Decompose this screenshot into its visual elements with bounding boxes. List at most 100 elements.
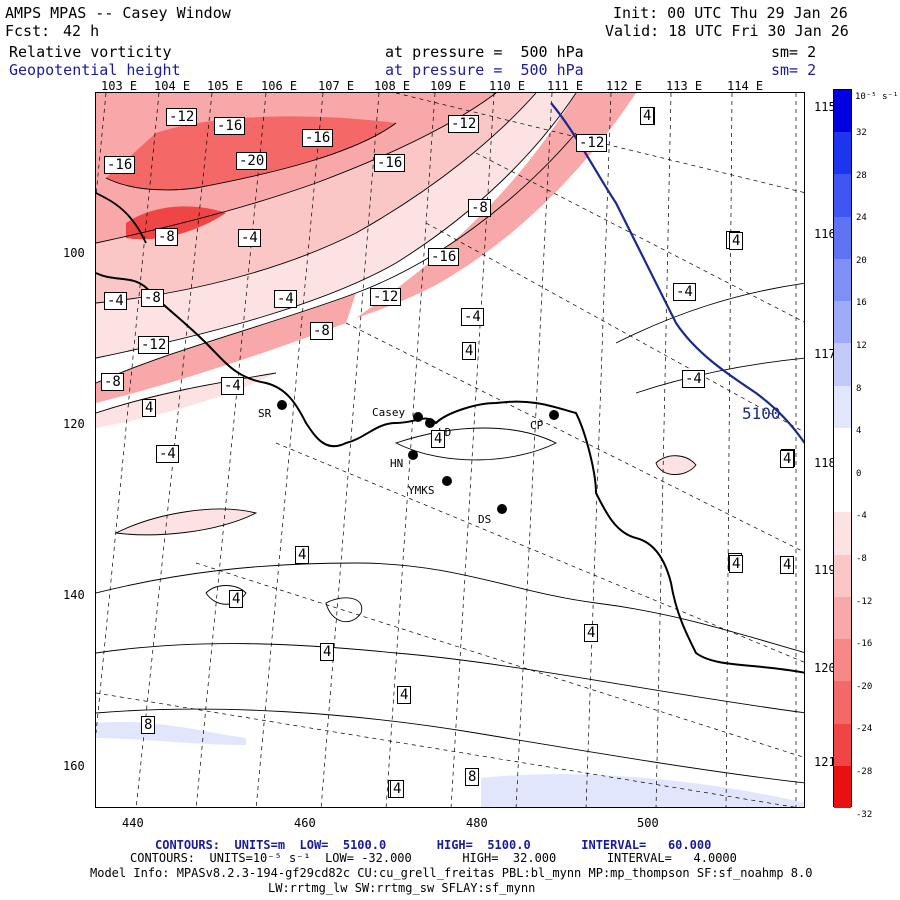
vorticity-contour-label: -4 (274, 290, 297, 308)
x-tick-label: 480 (466, 816, 488, 830)
station-label-sr: SR (258, 407, 272, 420)
vorticity-contour-label: 4 (780, 556, 795, 574)
vorticity-contour-label: -16 (302, 129, 334, 147)
vorticity-contour-label: 4 (397, 686, 412, 704)
vorticity-contour-label: 4 (295, 546, 310, 564)
colorbar-segment (834, 596, 851, 640)
vorticity-contours (96, 93, 804, 784)
vorticity-contour-label: 8 (465, 768, 480, 786)
field-2-level: at pressure = 500 hPa (385, 61, 584, 79)
colorbar-tick-label: 4 (856, 426, 862, 437)
colorbar-segment (834, 343, 851, 386)
shade-blue-patch (96, 721, 246, 745)
colorbar-tick-label: 20 (856, 255, 867, 266)
colorbar-unit: 10⁻⁵ s⁻¹ (855, 92, 899, 102)
vorticity-contour-label: 4 (729, 232, 744, 250)
y-tick-label: 120 (63, 417, 85, 431)
y-tick-label: 100 (63, 246, 85, 260)
top-lon-label: 104 E (154, 79, 191, 93)
station-dot-ds (497, 504, 507, 514)
shade-blue-patch-2 (481, 774, 804, 807)
colorbar-tick-label: 16 (856, 298, 867, 309)
forecast-label: Fcst: (5, 22, 51, 40)
vorticity-contour-label: -8 (141, 289, 164, 307)
x-tick-label: 460 (294, 816, 316, 830)
x-tick-label: 500 (637, 816, 659, 830)
station-label-cp: CP (530, 419, 544, 432)
station-label-ymks: YMKS (408, 484, 435, 497)
top-lon-label: 108 E (374, 79, 411, 93)
field-2-name: Geopotential height (9, 61, 181, 79)
vorticity-contour-label: 4 (390, 780, 405, 798)
vorticity-contour-label: -8 (155, 228, 178, 246)
colorbar-segment (834, 301, 851, 344)
vorticity-contour-label: -4 (461, 308, 484, 326)
vorticity-contour-label: 8 (141, 716, 156, 734)
vorticity-contour-label: 4 (229, 590, 244, 608)
footer-model-info-2: LW:rrtmg_lw SW:rrtmg_sw SFLAY:sf_mynn (268, 881, 536, 895)
map-panel (95, 92, 805, 808)
vorticity-contour-label: 4 (462, 342, 477, 360)
field-2-smoothing: sm= 2 (771, 61, 817, 79)
vorticity-contour-label: -4 (238, 229, 261, 247)
colorbar-tick-label: 12 (856, 341, 867, 351)
footer-model-info-1: Model Info: MPASv8.2.3-194-gf29cd82c CU:… (90, 866, 813, 880)
vorticity-contour-label: -4 (673, 283, 696, 301)
footer-vort-contours: CONTOURS: UNITS=10⁻⁵ s⁻¹ LOW= -32.000 HI… (130, 851, 737, 865)
shade-patch (116, 509, 256, 535)
vorticity-contour-label: -12 (576, 134, 608, 152)
shade-band-east (356, 93, 636, 318)
vorticity-contour-label: -4 (221, 377, 244, 395)
colorbar-segment (834, 427, 851, 471)
vorticity-contour-label: -16 (214, 117, 246, 135)
valid-time: Valid: 18 UTC Fri 30 Jan 26 (605, 22, 849, 40)
x-tick-label: 440 (122, 816, 144, 830)
vorticity-contour-label: -8 (310, 322, 333, 340)
station-dot-hn (408, 450, 418, 460)
colorbar-segment (834, 174, 851, 217)
coastline (96, 272, 804, 674)
colorbar-segment (834, 385, 851, 428)
field-1-smoothing: sm= 2 (771, 43, 817, 61)
colorbar-tick-label: 32 (856, 128, 867, 138)
station-label-casey: Casey (372, 406, 406, 419)
vorticity-contour-label: -20 (236, 152, 268, 170)
vorticity-shading (96, 93, 804, 807)
colorbar-tick-label: -16 (856, 639, 873, 650)
colorbar-segment (834, 132, 851, 175)
vorticity-contour-label: -4 (156, 445, 179, 463)
vorticity-contour-label: 4 (584, 624, 599, 642)
height-contour-5100 (550, 102, 804, 445)
station-dot-sr (277, 400, 287, 410)
colorbar-segment (834, 554, 851, 597)
map-svg (96, 93, 804, 807)
colorbar-segment (834, 470, 851, 513)
vorticity-contour-label: 4 (431, 430, 446, 448)
shade-patch-2 (656, 455, 696, 475)
top-lon-label: 112 E (606, 79, 643, 93)
top-lon-label: 113 E (666, 79, 703, 93)
top-lon-label: 110 E (489, 79, 526, 93)
colorbar-tick-label: -20 (856, 681, 873, 692)
station-label-hn: HN (390, 457, 404, 470)
colorbar-tick-label: 8 (856, 383, 862, 394)
colorbar (833, 89, 852, 808)
colorbar-segment (834, 512, 851, 555)
vorticity-contour-label: -16 (374, 154, 406, 172)
top-lon-label: 114 E (727, 79, 764, 93)
height-contour-label: 5100 (742, 404, 781, 423)
vorticity-contour-label: -12 (448, 115, 480, 133)
vorticity-contour-label: -16 (428, 248, 460, 266)
colorbar-segment (834, 765, 851, 808)
colorbar-tick-label: -8 (856, 554, 867, 564)
station-dot-cp (549, 410, 559, 420)
colorbar-segment (834, 216, 851, 259)
colorbar-tick-label: -32 (856, 809, 873, 820)
model-title: AMPS MPAS -- Casey Window (5, 4, 231, 22)
colorbar-segment (834, 723, 851, 766)
colorbar-segment (834, 258, 851, 302)
colorbar-tick-label: -24 (856, 724, 873, 735)
colorbar-tick-label: -12 (856, 596, 873, 607)
vorticity-contour-label: 4 (780, 450, 795, 468)
y-tick-label: 160 (63, 759, 85, 773)
